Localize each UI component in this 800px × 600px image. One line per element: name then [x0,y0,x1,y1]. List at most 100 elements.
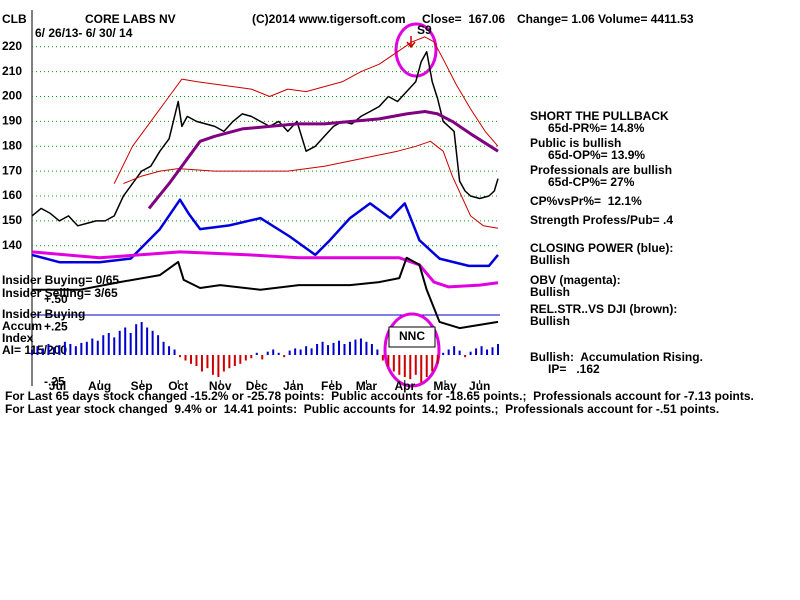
accumulation-bar [283,355,286,358]
note: Bullish: Accumulation Rising. [530,350,703,364]
x-tick-label: Sep [131,379,153,393]
accumulation-bar [321,341,324,355]
y-tick-label: 220 [2,39,22,53]
accumulation-bar [173,349,176,355]
accumulation-bar [316,344,319,355]
accumulation-bar [206,355,209,369]
y-tick-label: +.50 [44,292,68,306]
accumulation-bar [63,341,66,355]
x-tick-label: Dec [246,379,268,393]
accumulation-bar [135,324,138,355]
accumulation-bar [294,348,297,355]
accumulation-bar [365,341,368,355]
y-tick-label: 210 [2,64,22,78]
note: Public is bullish [530,136,621,150]
accumulation-bar [140,322,143,355]
accumulation-bar [52,347,55,355]
accumulation-bar [211,355,214,375]
accumulation-bar [497,344,499,355]
accumulation-bar [464,355,467,358]
accumulation-bar [332,342,335,355]
note: Professionals are bullish [530,163,672,177]
x-tick-label: Feb [321,379,342,393]
x-tick-label: Jul [49,379,66,393]
accumulation-bar [80,342,83,355]
series-line [113,36,499,184]
accumulation-bar [200,355,203,372]
x-tick-label: Oct [168,379,188,393]
accumulation-bar [486,349,489,355]
note: OBV (magenta): [530,273,621,287]
signal-circle [394,22,438,78]
y-tick-label: +.25 [44,320,68,334]
accumulation-bar [272,349,275,355]
series-line [31,250,499,289]
note: Bullish [530,285,570,299]
accumulation-bar [47,344,50,355]
header-title: CORE LABS NV [85,12,176,26]
annotation: NNC [399,329,425,343]
accumulation-bar [447,349,450,355]
accumulation-bar [343,344,346,355]
y-tick-label: 170 [2,163,22,177]
accumulation-bar [310,348,313,355]
accumulation-bar [195,355,198,366]
y-tick-label: 200 [2,89,22,103]
note: 65d-PR%= 14.8% [548,121,645,135]
accumulation-bar [228,355,231,369]
accumulation-bar [96,340,99,355]
accumulation-bar [431,355,434,372]
nnc-circle [383,312,441,388]
accumulation-bar [376,349,379,355]
accumulation-bar [179,355,182,358]
accumulation-bar [288,350,291,355]
accumulation-bar [222,355,225,372]
accumulation-bar [36,346,39,355]
accumulation-bar [146,327,149,355]
accumulation-bar [409,355,412,380]
accumulation-bar [327,345,330,355]
accumulation-bar [168,346,171,355]
accumulation-bar [480,346,483,355]
accumulation-bar [398,355,401,375]
note: CLOSING POWER (blue): [530,241,673,255]
indicator-label: Insider Buying= 0/65 [2,273,119,287]
annotation: S9 [417,23,432,37]
indicator-label: AI= 115/200 [2,343,67,357]
accumulation-bar [266,351,269,355]
accumulation-bar [491,347,494,355]
accumulation-bar [348,341,351,355]
series-line [32,256,499,330]
x-tick-label: May [433,379,457,393]
accumulation-bar [69,344,72,355]
accumulation-bar [189,355,192,364]
accumulation-bar [184,355,187,361]
x-tick-label: Apr [394,379,415,393]
accumulation-bar [74,346,77,355]
x-tick-label: Mar [356,379,378,393]
header-close: Close= 167.06 [422,12,505,26]
accumulation-bar [305,346,308,355]
accumulation-bar [102,335,105,355]
series-line [31,198,499,268]
accumulation-bar [436,355,439,364]
y-tick-label: 160 [2,188,22,202]
header-date-range: 6/ 26/13- 6/ 30/ 14 [35,26,133,40]
accumulation-bar [469,351,472,355]
accumulation-bar [277,352,280,355]
y-tick-label: -.25 [44,375,65,389]
accumulation-bar [58,345,61,355]
accumulation-bar [442,352,445,355]
accumulation-bar [129,333,132,355]
y-tick-label: 190 [2,114,22,128]
note: Bullish [530,314,570,328]
accumulation-bar [261,355,264,360]
indicator-label: Insider Buying [2,307,85,321]
nnc-box [388,326,436,348]
accumulation-bar [124,327,127,355]
accumulation-bar [403,355,406,377]
accumulation-bar [420,355,423,383]
x-tick-label: Jun [469,379,490,393]
accumulation-bar [392,355,395,372]
